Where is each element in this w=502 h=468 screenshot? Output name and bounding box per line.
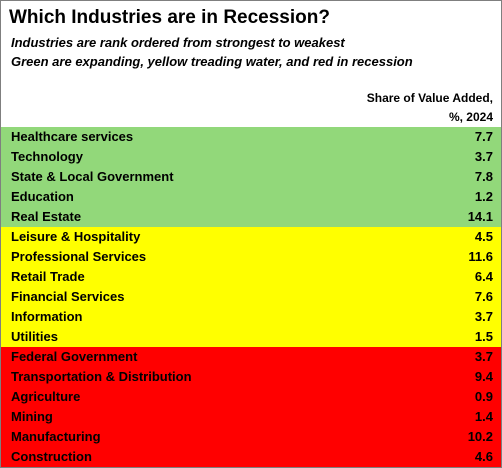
share-value: 14.1 [467, 209, 493, 224]
table-row: Healthcare services 7.7 [1, 127, 501, 147]
share-value: 7.7 [474, 129, 493, 144]
industry-name: Utilities [11, 329, 58, 344]
chart-title: Which Industries are in Recession? [9, 7, 330, 28]
table-row: Transportation & Distribution 9.4 [1, 367, 501, 387]
share-value: 3.7 [474, 149, 493, 164]
table-row: Leisure & Hospitality 4.5 [1, 227, 501, 247]
column-header-line-2: %, 2024 [448, 110, 493, 124]
industry-name: Financial Services [11, 289, 125, 304]
industry-name: Manufacturing [11, 429, 101, 444]
industry-name: Information [11, 309, 83, 324]
table-row: Utilities 1.5 [1, 327, 501, 347]
table-row: Financial Services 7.6 [1, 287, 501, 307]
industry-name: Transportation & Distribution [11, 369, 192, 384]
industry-name: Education [11, 189, 74, 204]
table-row: Manufacturing 10.2 [1, 427, 501, 447]
share-value: 4.5 [474, 229, 493, 244]
table-row: Retail Trade 6.4 [1, 267, 501, 287]
table-row: Federal Government 3.7 [1, 347, 501, 367]
share-value: 4.6 [474, 449, 493, 464]
industry-name: Federal Government [11, 349, 138, 364]
share-value: 9.4 [474, 369, 493, 384]
industry-name: Construction [11, 449, 92, 464]
share-value: 6.4 [474, 269, 493, 284]
table-row: Construction 4.6 [1, 447, 501, 467]
share-value: 11.6 [468, 249, 493, 264]
share-value: 3.7 [474, 309, 493, 324]
table-row: Real Estate 14.1 [1, 207, 501, 227]
table-row: Professional Services 11.6 [1, 247, 501, 267]
industry-name: Technology [11, 149, 83, 164]
industry-name: Agriculture [11, 389, 81, 404]
table-row: State & Local Government 7.8 [1, 167, 501, 187]
industry-rows: Healthcare services 7.7 Technology 3.7 State… [1, 127, 501, 467]
share-value: 1.5 [474, 329, 493, 344]
share-value: 1.2 [474, 189, 493, 204]
table-row: Technology 3.7 [1, 147, 501, 167]
share-value: 0.9 [474, 389, 493, 404]
table-row: Information 3.7 [1, 307, 501, 327]
share-value: 7.8 [474, 169, 493, 184]
share-value: 7.6 [474, 289, 493, 304]
industry-name: Real Estate [11, 209, 82, 224]
table-row: Education 1.2 [1, 187, 501, 207]
subtitle-line-2: Green are expanding, yellow treading wat… [11, 54, 413, 69]
table-row: Agriculture 0.9 [1, 387, 501, 407]
industry-name: Retail Trade [11, 269, 85, 284]
column-header-line-1: Share of Value Added, [366, 91, 493, 105]
industry-name: State & Local Government [11, 169, 174, 184]
share-value: 10.2 [467, 429, 493, 444]
industry-name: Healthcare services [11, 129, 134, 144]
share-value: 3.7 [474, 349, 493, 364]
share-value: 1.4 [474, 409, 493, 424]
industry-name: Mining [11, 409, 53, 424]
table-row: Mining 1.4 [1, 407, 501, 427]
subtitle-line-1: Industries are rank ordered from stronge… [11, 35, 345, 50]
industry-name: Leisure & Hospitality [11, 229, 141, 244]
industry-name: Professional Services [11, 249, 147, 264]
